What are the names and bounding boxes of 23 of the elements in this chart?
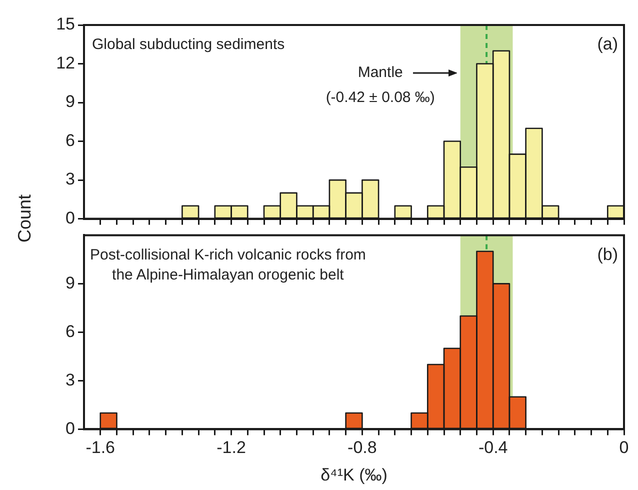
x-axis-title: δ⁴¹K (‰)	[320, 465, 388, 484]
text: Global subducting sediments	[92, 36, 285, 54]
y-tick-label: 6	[66, 322, 75, 341]
y-tick-label: 15	[56, 14, 75, 34]
y-tick-label: 12	[56, 53, 75, 72]
y-tick-label: 0	[66, 208, 75, 228]
y-tick-label: 9	[66, 273, 75, 292]
annotation: (a)	[597, 34, 618, 54]
text: Post-collisional K-rich volcanic rocks from the Alpine-Himalayan orogenic belt	[90, 246, 366, 284]
annotation: (b)	[597, 244, 618, 264]
x-tick-label: 0	[619, 438, 629, 458]
y-tick-label: 9	[66, 92, 75, 112]
annotation: Mantle	[358, 64, 403, 82]
y-tick-label: 3	[66, 170, 75, 189]
annotation: (-0.42 ± 0.08 ‰)	[326, 89, 435, 106]
x-tick-label: -0.4	[478, 438, 508, 458]
y-tick-label: 0	[66, 418, 75, 438]
y-tick-label: 6	[66, 130, 75, 150]
x-tick-label: -0.8	[348, 438, 377, 458]
y-axis-title: Count	[14, 194, 36, 243]
x-tick-label: -1.6	[86, 438, 116, 458]
x-tick-label: -1.2	[216, 438, 246, 458]
y-tick-label: 3	[66, 370, 75, 390]
